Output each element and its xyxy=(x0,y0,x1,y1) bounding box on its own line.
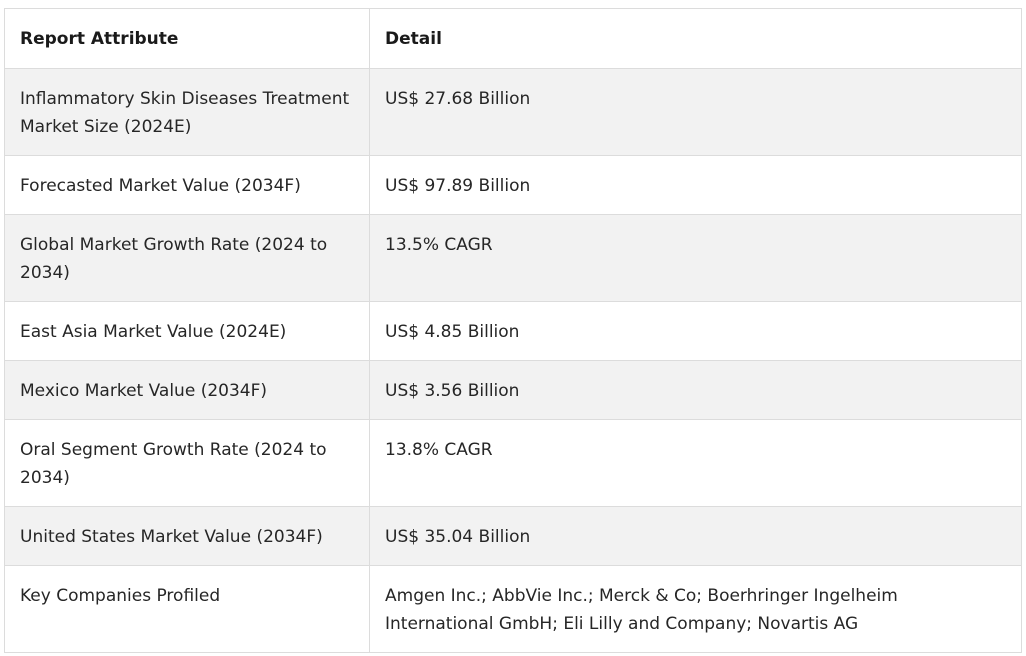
attribute-cell: Global Market Growth Rate (2024 to 2034) xyxy=(4,214,370,302)
table-row: East Asia Market Value (2024E) US$ 4.85 … xyxy=(4,301,1022,361)
table-row: United States Market Value (2034F) US$ 3… xyxy=(4,506,1022,566)
table-row: Mexico Market Value (2034F) US$ 3.56 Bil… xyxy=(4,360,1022,420)
report-table-container: Report Attribute Detail Inflammatory Ski… xyxy=(4,8,1022,653)
table-row: Oral Segment Growth Rate (2024 to 2034) … xyxy=(4,419,1022,507)
table-header-row: Report Attribute Detail xyxy=(4,8,1022,69)
table-row: Key Companies Profiled Amgen Inc.; AbbVi… xyxy=(4,565,1022,653)
detail-cell: US$ 4.85 Billion xyxy=(369,301,1022,361)
detail-cell: US$ 3.56 Billion xyxy=(369,360,1022,420)
detail-cell: 13.8% CAGR xyxy=(369,419,1022,507)
detail-cell: US$ 97.89 Billion xyxy=(369,155,1022,215)
table-row: Global Market Growth Rate (2024 to 2034)… xyxy=(4,214,1022,302)
header-detail: Detail xyxy=(369,8,1022,69)
attribute-cell: Mexico Market Value (2034F) xyxy=(4,360,370,420)
attribute-cell: Key Companies Profiled xyxy=(4,565,370,653)
table-row: Forecasted Market Value (2034F) US$ 97.8… xyxy=(4,155,1022,215)
detail-cell: 13.5% CAGR xyxy=(369,214,1022,302)
detail-cell: US$ 35.04 Billion xyxy=(369,506,1022,566)
attribute-cell: East Asia Market Value (2024E) xyxy=(4,301,370,361)
attribute-cell: Forecasted Market Value (2034F) xyxy=(4,155,370,215)
report-attributes-table: Report Attribute Detail Inflammatory Ski… xyxy=(4,8,1022,653)
attribute-cell: Inflammatory Skin Diseases Treatment Mar… xyxy=(4,68,370,156)
header-report-attribute: Report Attribute xyxy=(4,8,370,69)
attribute-cell: Oral Segment Growth Rate (2024 to 2034) xyxy=(4,419,370,507)
detail-cell: US$ 27.68 Billion xyxy=(369,68,1022,156)
table-row: Inflammatory Skin Diseases Treatment Mar… xyxy=(4,68,1022,156)
detail-cell: Amgen Inc.; AbbVie Inc.; Merck & Co; Boe… xyxy=(369,565,1022,653)
attribute-cell: United States Market Value (2034F) xyxy=(4,506,370,566)
